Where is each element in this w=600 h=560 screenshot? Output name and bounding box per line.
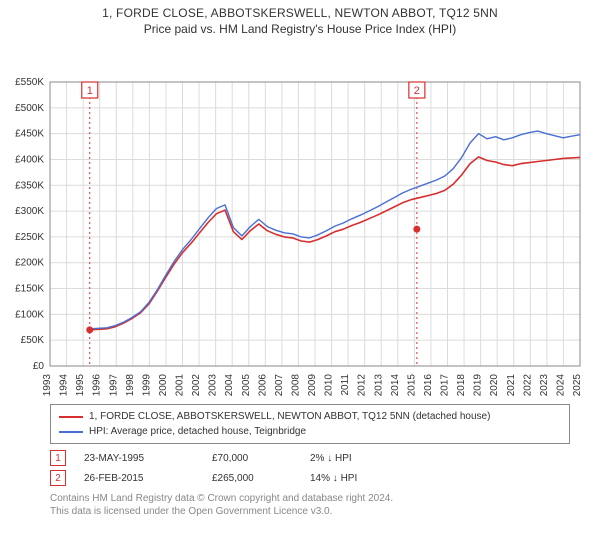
svg-text:1993: 1993 <box>42 374 53 396</box>
event-date: 26-FEB-2015 <box>84 473 194 484</box>
svg-text:1995: 1995 <box>75 374 86 396</box>
title-subtitle: Price paid vs. HM Land Registry's House … <box>0 22 600 36</box>
svg-text:2015: 2015 <box>406 374 417 396</box>
svg-text:2021: 2021 <box>506 374 517 396</box>
svg-text:£550K: £550K <box>15 77 44 88</box>
svg-text:2014: 2014 <box>390 374 401 396</box>
svg-text:2024: 2024 <box>555 374 566 396</box>
event-diff: 2% ↓ HPI <box>310 453 352 464</box>
event-diff: 14% ↓ HPI <box>310 473 357 484</box>
event-date: 23-MAY-1995 <box>84 453 194 464</box>
svg-text:1996: 1996 <box>92 374 103 396</box>
event-marker-2: 2 <box>50 470 66 486</box>
license-line: Contains HM Land Registry data © Crown c… <box>50 492 570 505</box>
svg-text:2020: 2020 <box>489 374 500 396</box>
svg-text:£250K: £250K <box>15 232 44 243</box>
price-chart: £0 £50K £100K £150K £200K £250K £300K £350K £400… <box>0 36 600 396</box>
event-table: 1 23-MAY-1995 £70,000 2% ↓ HPI 2 26-FEB-… <box>50 450 570 486</box>
svg-text:2018: 2018 <box>456 374 467 396</box>
chart-area: £0 £50K £100K £150K £200K £250K £300K £350K £400… <box>0 36 600 396</box>
svg-text:1999: 1999 <box>141 374 152 396</box>
svg-text:£500K: £500K <box>15 103 44 114</box>
legend-swatch-hpi <box>59 431 83 433</box>
svg-text:£300K: £300K <box>15 206 44 217</box>
legend-label: 1, FORDE CLOSE, ABBOTSKERSWELL, NEWTON A… <box>89 409 490 424</box>
svg-text:2: 2 <box>414 85 420 97</box>
event-marker-1: 1 <box>50 450 66 466</box>
legend-row: HPI: Average price, detached house, Teig… <box>59 424 561 439</box>
svg-text:£150K: £150K <box>15 284 44 295</box>
event-row: 1 23-MAY-1995 £70,000 2% ↓ HPI <box>50 450 570 466</box>
legend-row: 1, FORDE CLOSE, ABBOTSKERSWELL, NEWTON A… <box>59 409 561 424</box>
svg-text:2002: 2002 <box>191 374 202 396</box>
svg-text:1: 1 <box>87 85 93 97</box>
svg-text:£50K: £50K <box>21 335 45 346</box>
svg-text:2022: 2022 <box>522 374 533 396</box>
svg-text:2012: 2012 <box>357 374 368 396</box>
svg-text:2023: 2023 <box>539 374 550 396</box>
event-row: 2 26-FEB-2015 £265,000 14% ↓ HPI <box>50 470 570 486</box>
svg-text:£200K: £200K <box>15 258 44 269</box>
svg-text:£0: £0 <box>33 361 45 372</box>
event-price: £70,000 <box>212 453 292 464</box>
svg-text:2005: 2005 <box>241 374 252 396</box>
svg-text:2009: 2009 <box>307 374 318 396</box>
svg-text:2004: 2004 <box>224 374 235 396</box>
svg-text:2000: 2000 <box>158 374 169 396</box>
svg-text:2006: 2006 <box>257 374 268 396</box>
svg-text:£100K: £100K <box>15 309 44 320</box>
svg-text:2019: 2019 <box>473 374 484 396</box>
svg-text:2001: 2001 <box>175 374 186 396</box>
svg-text:2007: 2007 <box>274 374 285 396</box>
page-container: 1, FORDE CLOSE, ABBOTSKERSWELL, NEWTON A… <box>0 0 600 518</box>
svg-text:2003: 2003 <box>208 374 219 396</box>
svg-text:2013: 2013 <box>373 374 384 396</box>
legend: 1, FORDE CLOSE, ABBOTSKERSWELL, NEWTON A… <box>50 404 570 444</box>
event-price: £265,000 <box>212 473 292 484</box>
svg-text:2008: 2008 <box>290 374 301 396</box>
svg-text:2010: 2010 <box>324 374 335 396</box>
svg-text:2025: 2025 <box>572 374 583 396</box>
chart-titles: 1, FORDE CLOSE, ABBOTSKERSWELL, NEWTON A… <box>0 0 600 36</box>
svg-text:1998: 1998 <box>125 374 136 396</box>
legend-swatch-property <box>59 416 83 418</box>
svg-text:£350K: £350K <box>15 180 44 191</box>
svg-text:1994: 1994 <box>59 374 70 396</box>
svg-text:2017: 2017 <box>440 374 451 396</box>
title-address: 1, FORDE CLOSE, ABBOTSKERSWELL, NEWTON A… <box>0 6 600 20</box>
license-line: This data is licensed under the Open Gov… <box>50 505 570 518</box>
svg-text:2011: 2011 <box>340 374 351 396</box>
svg-text:1997: 1997 <box>108 374 119 396</box>
svg-text:£450K: £450K <box>15 129 44 140</box>
svg-text:2016: 2016 <box>423 374 434 396</box>
svg-text:£400K: £400K <box>15 154 44 165</box>
license-text: Contains HM Land Registry data © Crown c… <box>50 492 570 518</box>
legend-label: HPI: Average price, detached house, Teig… <box>89 424 306 439</box>
